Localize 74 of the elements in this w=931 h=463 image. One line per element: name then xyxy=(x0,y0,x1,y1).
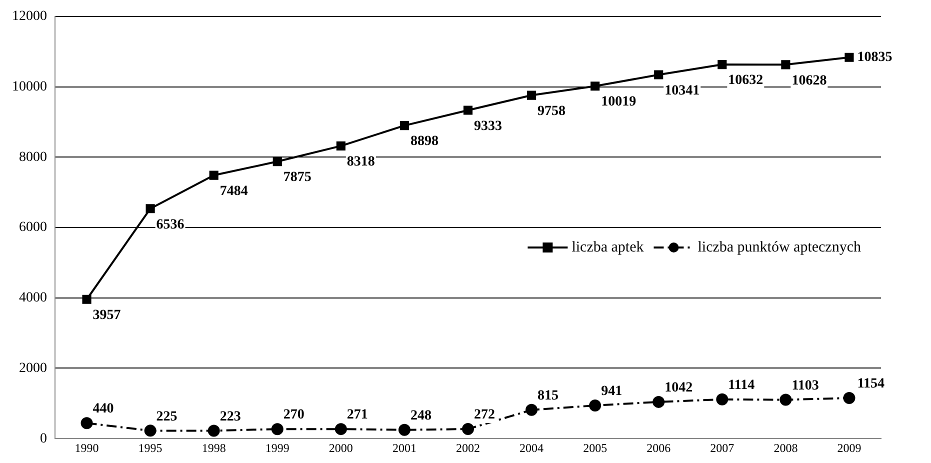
data-label: 10341 xyxy=(664,83,700,98)
data-label: 3957 xyxy=(92,308,121,323)
data-label: 10019 xyxy=(601,94,636,110)
x-tick-label: 2008 xyxy=(774,440,798,455)
data-label: 272 xyxy=(474,408,495,423)
point xyxy=(80,417,93,430)
point xyxy=(844,52,854,62)
point xyxy=(144,424,156,437)
data-label: 10632 xyxy=(728,73,764,88)
y-tick-label: 4000 xyxy=(19,290,47,306)
point xyxy=(718,60,727,70)
x-tick-label: 1999 xyxy=(265,440,290,455)
point xyxy=(82,294,92,304)
data-label: 1042 xyxy=(664,380,693,396)
point xyxy=(780,394,792,406)
point xyxy=(146,204,155,214)
point xyxy=(336,141,346,150)
point xyxy=(652,396,665,408)
y-tick-label: 8000 xyxy=(19,150,47,165)
x-tick-label: 1995 xyxy=(138,440,162,455)
point xyxy=(526,404,538,416)
point xyxy=(781,60,790,70)
data-label: 271 xyxy=(346,408,368,423)
x-tick-label: 1998 xyxy=(202,440,226,455)
point xyxy=(209,170,218,180)
point xyxy=(334,423,347,436)
data-label: 248 xyxy=(410,408,432,424)
x-tick-label: 2002 xyxy=(456,440,480,455)
data-label: 1114 xyxy=(728,378,755,394)
point xyxy=(463,106,473,115)
data-label: 8898 xyxy=(410,134,438,150)
x-tick-label: 2007 xyxy=(710,440,734,455)
data-label: 225 xyxy=(156,409,178,424)
data-label: 6536 xyxy=(156,217,184,232)
data-label: 9333 xyxy=(474,118,502,134)
data-label: 7484 xyxy=(220,184,248,199)
legend-label: liczba punktów aptecznych xyxy=(698,239,862,256)
x-tick-label: 2004 xyxy=(520,440,544,455)
data-label: 270 xyxy=(283,408,304,423)
point xyxy=(208,424,220,437)
point xyxy=(654,70,664,80)
data-label: 9758 xyxy=(538,104,566,119)
x-tick-label: 2001 xyxy=(392,440,416,455)
point xyxy=(716,393,728,406)
legend-label: liczba aptek xyxy=(572,239,644,256)
data-label: 10835 xyxy=(857,50,892,65)
point xyxy=(527,90,536,100)
data-label: 440 xyxy=(92,402,114,417)
data-label: 1154 xyxy=(857,376,884,392)
data-label: 1103 xyxy=(792,378,819,394)
data-label: 815 xyxy=(538,388,559,404)
point xyxy=(400,121,409,130)
y-tick-label: 6000 xyxy=(19,220,47,236)
data-label: 223 xyxy=(220,409,241,424)
point xyxy=(843,392,856,404)
point xyxy=(590,82,600,91)
data-label: 941 xyxy=(601,384,622,400)
point xyxy=(462,423,474,436)
point xyxy=(271,423,284,436)
x-tick-label: 2000 xyxy=(328,440,353,455)
data-label: 10628 xyxy=(792,73,827,88)
y-tick-label: 2000 xyxy=(19,360,47,376)
data-label: 7875 xyxy=(283,170,312,186)
x-tick-label: 2009 xyxy=(837,440,862,455)
y-tick-label: 0 xyxy=(40,431,47,446)
y-tick-label: 12000 xyxy=(12,9,47,24)
x-tick-label: 1990 xyxy=(74,440,99,455)
point xyxy=(398,424,410,436)
data-label: 8318 xyxy=(346,154,375,170)
point xyxy=(272,156,282,166)
x-tick-label: 2006 xyxy=(646,440,671,455)
y-tick-label: 10000 xyxy=(12,79,47,94)
x-tick-label: 2005 xyxy=(583,440,608,455)
point xyxy=(589,399,602,412)
